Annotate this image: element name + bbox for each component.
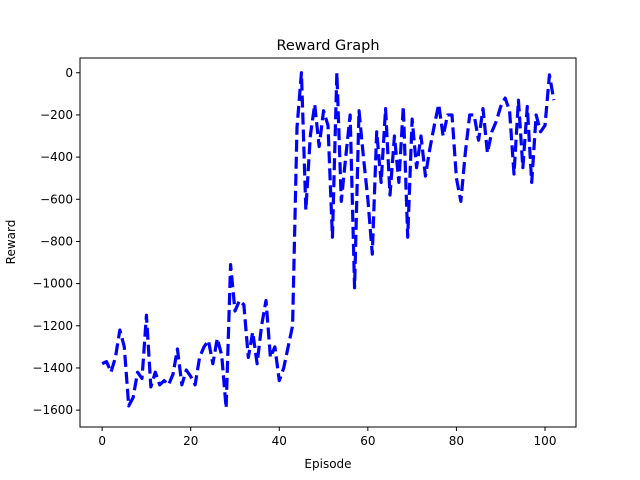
axes-frame: [79, 57, 577, 428]
y-tick-label: −400: [40, 150, 73, 164]
axis-ticks: 0 20 40 60 80 100 −1600 −1400 −1200 −1000 −800 −600…: [32, 66, 556, 448]
y-tick-label: −600: [40, 192, 73, 206]
x-axis-label: Episode: [304, 457, 351, 471]
x-tick-label: 100: [534, 434, 557, 448]
x-tick-label: 0: [98, 434, 106, 448]
y-tick-label: −1600: [32, 403, 73, 417]
plot-area: [101, 71, 556, 410]
y-tick-label: 0: [65, 66, 73, 80]
x-tick-label: 60: [360, 434, 375, 448]
y-axis-label: Reward: [4, 220, 18, 265]
x-tick-label: 20: [183, 434, 198, 448]
y-tick-label: −1000: [32, 277, 73, 291]
x-tick-label: 40: [272, 434, 287, 448]
x-tick-label: 80: [449, 434, 464, 448]
y-tick-label: −1200: [32, 319, 73, 333]
y-tick-label: −1400: [32, 361, 73, 375]
series-line-0: [101, 71, 556, 410]
y-tick-label: −800: [40, 234, 73, 248]
chart-title: Reward Graph: [276, 38, 379, 54]
y-tick-label: −200: [40, 108, 73, 122]
